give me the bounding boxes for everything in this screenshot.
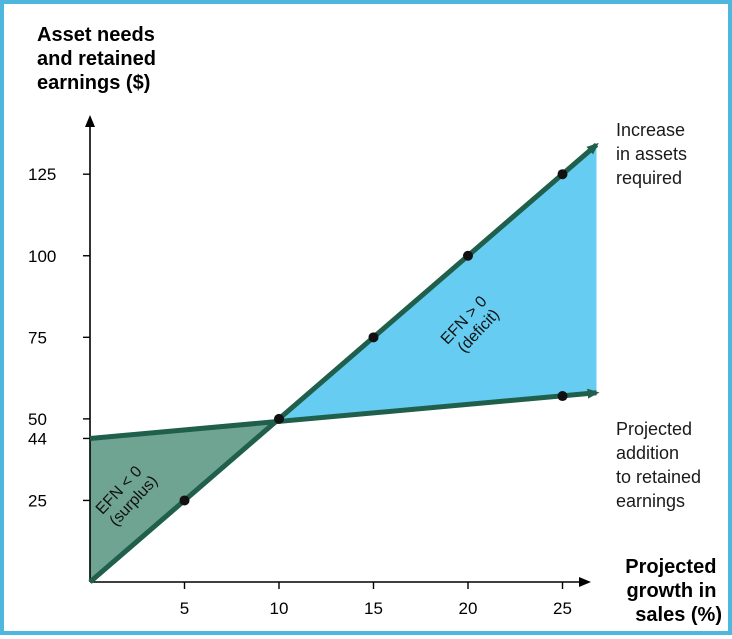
x-tick-label-25: 25 bbox=[553, 599, 572, 618]
x-tick-label-10: 10 bbox=[270, 599, 289, 618]
y-tick-label-44: 44 bbox=[28, 429, 47, 448]
retained-label-line-3: to retained bbox=[616, 467, 701, 487]
y-axis-title: Asset needs and retained earnings ($) bbox=[37, 24, 161, 94]
assets-point-10 bbox=[274, 413, 284, 424]
y-axis-title-line-3: earnings ($) bbox=[37, 72, 150, 94]
x-axis-title: Projected growth in sales (%) bbox=[625, 556, 722, 626]
y-tick-label-75: 75 bbox=[28, 328, 47, 347]
x-tick-label-5: 5 bbox=[180, 599, 189, 618]
x-tick-label-20: 20 bbox=[459, 599, 478, 618]
assets-point-25 bbox=[557, 169, 568, 180]
y-tick-label-50: 50 bbox=[28, 410, 47, 429]
assets-label-line-3: required bbox=[616, 168, 682, 188]
assets-point-5 bbox=[179, 495, 190, 506]
assets-point-15 bbox=[368, 332, 379, 343]
retained-earnings-line bbox=[89, 388, 600, 441]
retained-label-line-2: addition bbox=[616, 443, 679, 463]
y-tick-label-125: 125 bbox=[28, 165, 56, 184]
y-tick-label-100: 100 bbox=[28, 247, 56, 266]
retained-label-line-1: Projected bbox=[616, 419, 692, 439]
y-tick-label-25: 25 bbox=[28, 491, 47, 510]
assets-label-line-1: Increase bbox=[616, 120, 685, 140]
x-axis-title-line-1: Projected bbox=[625, 556, 716, 578]
retained-series-label: Projected addition to retained earnings bbox=[616, 419, 706, 511]
assets-label-line-2: in assets bbox=[616, 144, 687, 164]
x-axis-title-line-3: sales (%) bbox=[635, 604, 722, 626]
x-axis-title-line-2: growth in bbox=[626, 580, 716, 602]
retained-point-25 bbox=[557, 391, 568, 402]
y-axis-title-line-1: Asset needs bbox=[37, 24, 155, 46]
assets-series-label: Increase in assets required bbox=[616, 120, 692, 188]
assets-point-20 bbox=[463, 250, 473, 261]
x-tick-label-15: 15 bbox=[364, 599, 383, 618]
retained-label-line-4: earnings bbox=[616, 491, 685, 511]
assets-required-line bbox=[88, 142, 599, 584]
y-axis-title-line-2: and retained bbox=[37, 48, 156, 70]
